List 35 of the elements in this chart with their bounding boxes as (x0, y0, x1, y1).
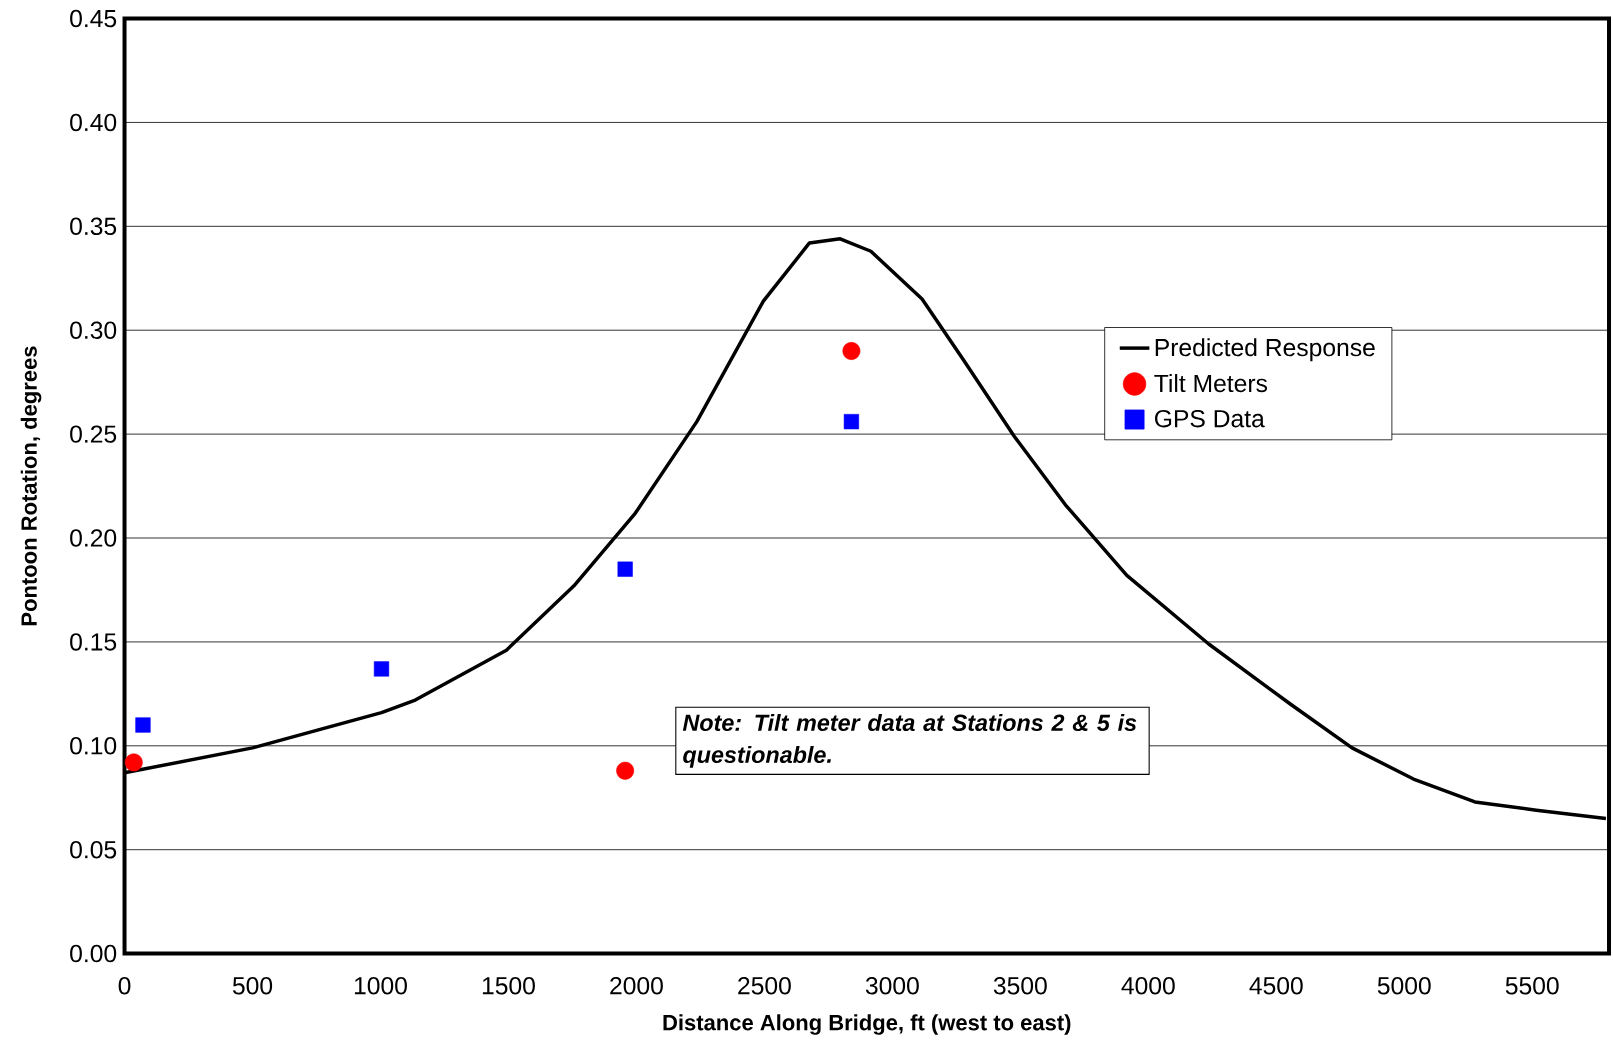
y-tick-label: 0.00 (70, 944, 117, 963)
x-tick-label: 5500 (1505, 976, 1559, 995)
y-axis-title: Pontoon Rotation, degrees (20, 346, 42, 626)
point (617, 561, 633, 577)
annotation: Note: Tilt meter data at Stations 2 & 5 is questionable. (682, 713, 1137, 768)
point (616, 761, 635, 780)
y-tick-label: 0.25 (70, 425, 117, 443)
y-tick-label: 0.35 (70, 217, 117, 236)
point (135, 717, 151, 733)
x-tick-label: 4500 (1249, 976, 1303, 995)
x-tick-label: 3000 (865, 976, 919, 995)
point (124, 753, 143, 772)
x-tick-label: 4000 (1121, 976, 1175, 995)
x-tick-label: 2000 (610, 976, 663, 995)
point (843, 414, 860, 430)
y-tick-label: 0.30 (70, 321, 117, 339)
y-tick-label: 0.15 (70, 633, 117, 651)
legend-label: GPS Data (1154, 409, 1265, 428)
x-tick-label: 5000 (1377, 976, 1431, 995)
x-tick-label: 2500 (738, 976, 791, 995)
y-tick-label: 0.20 (70, 529, 117, 547)
y-tick-label: 0.40 (70, 113, 117, 132)
legend-label: Predicted Response (1155, 338, 1375, 362)
x-tick-label: 0 (118, 976, 131, 995)
x-tick-label: 3500 (993, 976, 1047, 995)
point (373, 661, 390, 677)
x-tick-label: 1500 (482, 976, 535, 995)
y-tick-label: 0.10 (70, 737, 117, 755)
legend-label: Tilt Meters (1154, 374, 1268, 393)
x-tick-label: 500 (232, 976, 273, 995)
x-tick-label: 1000 (354, 976, 407, 995)
y-tick-label: 0.05 (70, 840, 117, 859)
point (842, 342, 861, 360)
x-axis-title: Distance Along Bridge, ft (west to east) (663, 1014, 1071, 1035)
y-tick-label: 0.45 (70, 9, 117, 28)
